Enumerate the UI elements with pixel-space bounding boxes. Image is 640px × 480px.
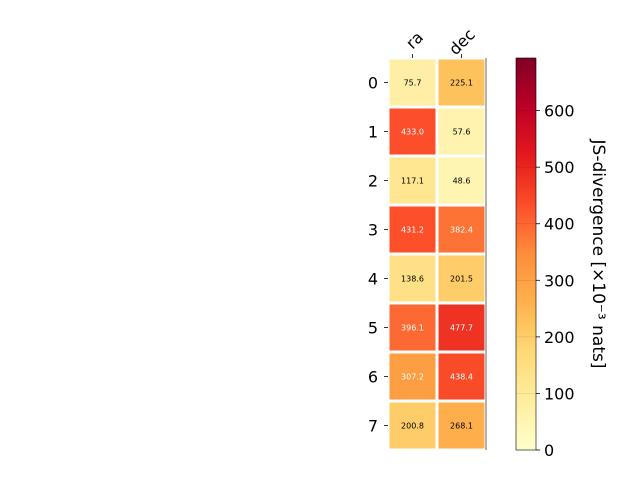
colorbar-tick-label: 500 <box>544 158 575 177</box>
colorbar-tick-label: 200 <box>544 328 575 347</box>
row-tick-label: 2 <box>368 172 378 191</box>
row-tick-label: 5 <box>368 319 378 338</box>
colorbar-tick-label: 100 <box>544 384 575 403</box>
cell-value-label: 431.2 <box>401 226 424 235</box>
cell-value-label: 438.4 <box>450 373 473 382</box>
row-labels: 0 1 2 3 4 5 6 7 <box>368 74 388 436</box>
cell-value-label: 477.7 <box>450 324 473 333</box>
heatmap-cell <box>438 157 485 204</box>
row-tick-label: 3 <box>368 221 378 240</box>
cell-value-label: 200.8 <box>401 422 424 431</box>
heatmap-cell <box>389 206 436 253</box>
colorbar-gradient <box>515 57 537 451</box>
heatmap-cell <box>389 108 436 155</box>
row-tick-label: 4 <box>368 270 378 289</box>
heatmap-cell <box>438 402 485 449</box>
column-labels: ra dec <box>402 25 479 59</box>
cell-value-label: 201.5 <box>450 275 473 284</box>
colorbar-tick-label: 400 <box>544 215 575 234</box>
cell-value-label: 268.1 <box>450 422 473 431</box>
colorbar: 0 100 200 300 400 500 600 JS-divergence [×10⁻³… <box>515 57 608 460</box>
heatmap-cell <box>389 255 436 302</box>
row-tick-label: 1 <box>368 123 378 142</box>
colorbar-tick-label: 600 <box>544 102 575 121</box>
cell-value-label: 225.1 <box>450 79 473 88</box>
heatmap-cell <box>438 108 485 155</box>
cell-value-label: 75.7 <box>404 79 422 88</box>
cell-value-label: 48.6 <box>453 177 471 186</box>
cell-value-label: 117.1 <box>401 177 424 186</box>
colorbar-tick-label: 300 <box>544 271 575 290</box>
row-tick-label: 6 <box>368 368 378 387</box>
heatmap-cells: 75.7 225.1 433.0 57.6 117.1 48.6 431.2 382.4 138… <box>389 59 485 449</box>
column-tick-label: dec <box>445 25 479 59</box>
heatmap-cell <box>389 402 436 449</box>
row-tick-label: 7 <box>368 417 378 436</box>
cell-value-label: 433.0 <box>401 128 424 137</box>
heatmap-cell <box>438 206 485 253</box>
heatmap-cell <box>438 353 485 400</box>
cell-value-label: 138.6 <box>401 275 424 284</box>
column-tick-label: ra <box>402 28 427 53</box>
colorbar-tick-label: 0 <box>544 441 554 460</box>
heatmap-cell <box>438 304 485 351</box>
heatmap-cell <box>389 157 436 204</box>
cell-value-label: 57.6 <box>453 128 471 137</box>
heatmap-cell <box>438 59 485 106</box>
cell-value-label: 307.2 <box>401 373 424 382</box>
colorbar-label: JS-divergence [×10⁻³ nats] <box>588 139 608 369</box>
cell-value-label: 382.4 <box>450 226 473 235</box>
row-tick-label: 0 <box>368 74 378 93</box>
colorbar-ticks: 0 100 200 300 400 500 600 <box>516 102 575 460</box>
heatmap-cell <box>389 353 436 400</box>
heatmap-cell <box>438 255 485 302</box>
heatmap-cell <box>389 304 436 351</box>
heatmap-cell <box>389 59 436 106</box>
cell-value-label: 396.1 <box>401 324 424 333</box>
